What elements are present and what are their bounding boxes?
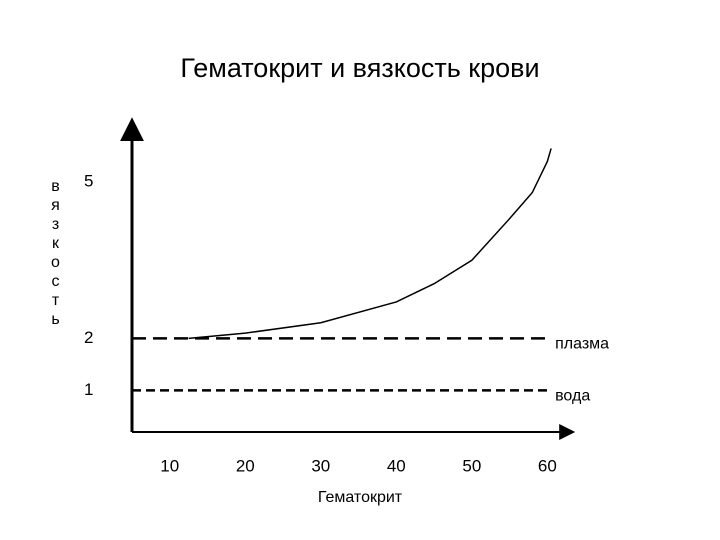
x-tick-label: 30 — [311, 456, 330, 475]
y-tick-label: 1 — [84, 380, 93, 399]
x-tick-label: 20 — [236, 456, 255, 475]
x-axis-label: Гематокрит — [318, 489, 403, 506]
x-tick-label: 40 — [387, 456, 406, 475]
curve — [188, 148, 552, 340]
y-tick-label: 5 — [84, 172, 93, 191]
y-tick-label: 2 — [84, 328, 93, 347]
line-label: плазма — [555, 336, 609, 353]
x-tick-label: 60 — [538, 456, 557, 475]
chart-title: Гематокрит и вязкость крови — [180, 53, 539, 83]
y-axis-label: вязкость — [47, 178, 64, 330]
x-tick-label: 50 — [462, 456, 481, 475]
line-label: вода — [555, 388, 590, 405]
x-tick-label: 10 — [160, 456, 179, 475]
